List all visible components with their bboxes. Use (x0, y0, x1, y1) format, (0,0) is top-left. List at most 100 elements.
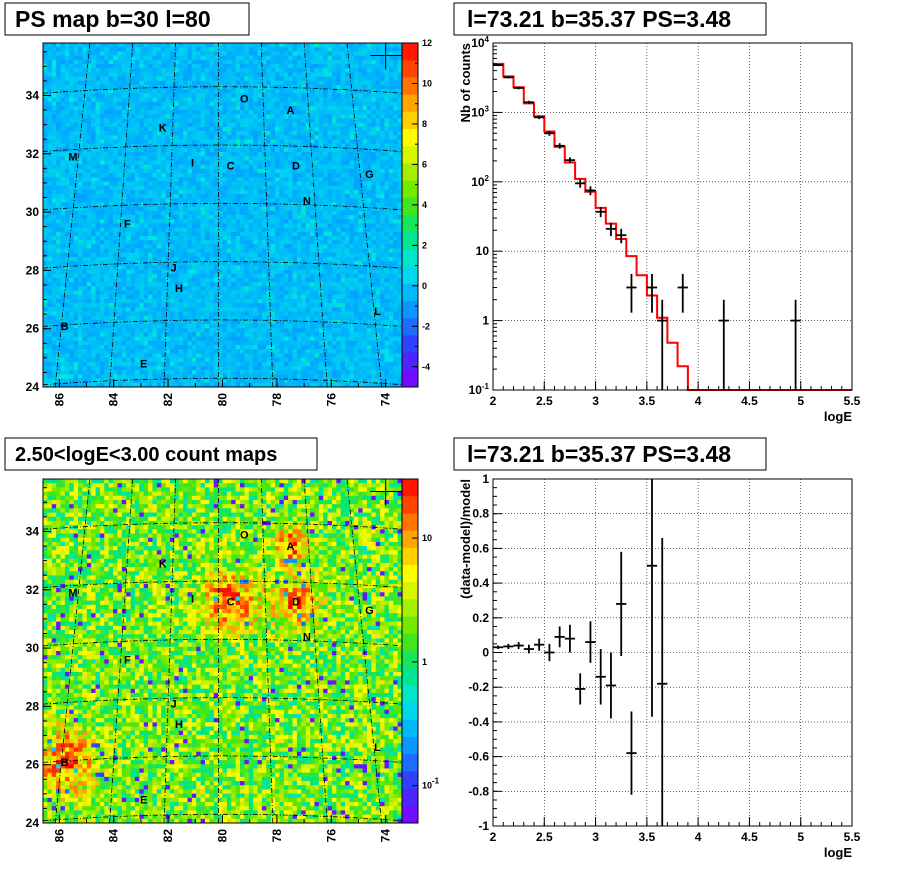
x-tick-label-82: 82 (161, 829, 175, 843)
colorbar-step (402, 352, 418, 371)
residual-y-tick-label--0.8: -0.8 (468, 784, 489, 798)
longitude-line (260, 479, 274, 823)
count-map-coordinate-grid (43, 479, 402, 823)
residual-x-tick-label-3.5: 3.5 (639, 830, 656, 844)
colorbar-step (402, 301, 418, 319)
spectrum-frame (492, 42, 853, 391)
colorbar-tick-label: 6 (422, 159, 427, 169)
spectrum-point (657, 299, 668, 390)
residual-point (523, 644, 535, 654)
colorbar-step (402, 702, 418, 721)
source-label-B: B (61, 321, 69, 333)
spectrum-model-line (493, 62, 852, 391)
y-tick-label-34: 34 (26, 524, 40, 538)
source-label-N: N (303, 195, 311, 207)
spectrum-point (554, 143, 565, 149)
colorbar-step (402, 249, 418, 267)
source-label-J: J (170, 262, 176, 274)
residual-y-tick-label-1: 1 (482, 472, 489, 486)
source-label-H: H (175, 283, 183, 295)
colorbar-step (402, 496, 418, 514)
residual-x-tick-label-5.5: 5.5 (844, 830, 861, 844)
colorbar-frame (401, 478, 419, 824)
x-tick-label-76: 76 (324, 393, 338, 407)
spectrum-x-tick-label-4.5: 4.5 (741, 394, 758, 408)
source-label-C: C (227, 596, 235, 608)
residual-x-tick-label-2.5: 2.5 (536, 830, 553, 844)
colorbar-step (402, 318, 418, 336)
count-map-source-labels: O A K M I C D G N F JH L B E (61, 529, 381, 806)
y-tick-label-28: 28 (26, 699, 40, 713)
spectrum-point (513, 86, 524, 90)
colorbar-step (402, 163, 418, 181)
y-tick-label-26: 26 (26, 758, 40, 772)
spectrum-point (585, 186, 596, 196)
x-tick-label-86: 86 (52, 393, 66, 407)
source-label-J: J (170, 698, 176, 710)
count-map-colorbar: 10 1 10-1 (401, 478, 440, 824)
colorbar-step (402, 94, 418, 113)
spectrum-point (544, 130, 555, 136)
colorbar-step (402, 369, 418, 388)
colorbar-step (402, 146, 418, 164)
residual-ylabel: (data-model)/model (458, 479, 473, 599)
source-label-G: G (365, 605, 374, 617)
colorbar-step (402, 565, 418, 583)
colorbar-tick-label: -2 (422, 321, 430, 331)
spectrum-grid (492, 42, 853, 391)
colorbar-step (402, 651, 418, 669)
spectrum-point (493, 64, 504, 67)
count-map-title: 2.50<logE<3.00 count maps (15, 444, 277, 466)
residual-x-tick-label-3: 3 (592, 830, 599, 844)
source-label-F: F (124, 655, 131, 667)
spectrum-data-points (493, 64, 801, 390)
colorbar-step (402, 215, 418, 233)
residual-point (534, 638, 545, 651)
longitude-line (54, 479, 91, 823)
residual-point (564, 624, 576, 653)
count-map-axis-ticks: 86 84 82 80 78 76 74 24 26 28 30 32 34 (26, 487, 393, 843)
residual-title: l=73.21 b=35.37 PS=3.48 (467, 441, 731, 467)
residual-x-tick-label-4.5: 4.5 (741, 830, 758, 844)
colorbar-tick-label: -4 (422, 362, 430, 372)
colorbar-step (402, 197, 418, 216)
x-tick-label-84: 84 (107, 393, 121, 407)
spectrum-point (564, 157, 576, 164)
y-tick-label-30: 30 (26, 641, 40, 655)
spectrum-x-tick-label-3: 3 (592, 394, 599, 408)
x-tick-label-78: 78 (270, 393, 284, 407)
longitude-line (109, 479, 134, 823)
colorbar-tick-label: 2 (422, 240, 427, 250)
colorbar-step (402, 111, 418, 130)
source-label-H: H (175, 719, 183, 731)
residual-y-tick-label--0.2: -0.2 (468, 680, 489, 694)
ps-map-cells (43, 43, 402, 387)
y-tick-label-32: 32 (26, 583, 40, 597)
colorbar-step (402, 754, 418, 772)
residual-point (616, 551, 627, 656)
spectrum-model-step (493, 62, 852, 391)
colorbar-step (402, 266, 418, 285)
colorbar-step (402, 616, 418, 635)
residual-y-tick-label--0.4: -0.4 (468, 715, 489, 729)
colorbar-step (402, 771, 418, 789)
source-label-G: G (365, 169, 374, 181)
spectrum-point (523, 100, 535, 104)
longitude-line (303, 43, 328, 387)
spectrum-x-tick-label-3.5: 3.5 (639, 394, 656, 408)
longitude-line (163, 43, 176, 387)
y-tick-label-24: 24 (26, 816, 40, 830)
colorbar-step (402, 719, 418, 738)
residual-x-tick-label-4: 4 (695, 830, 702, 844)
spectrum-point (534, 115, 545, 120)
x-tick-label-74: 74 (379, 829, 393, 843)
colorbar-step (402, 129, 418, 147)
spectrum-y-tick-label: 1 (482, 314, 489, 328)
residual-point (646, 479, 658, 717)
residual-y-tick-label-0.4: 0.4 (472, 576, 489, 590)
spectrum-point (646, 273, 658, 313)
colorbar-step (402, 668, 418, 686)
colorbar-tick-label: 4 (422, 200, 427, 210)
